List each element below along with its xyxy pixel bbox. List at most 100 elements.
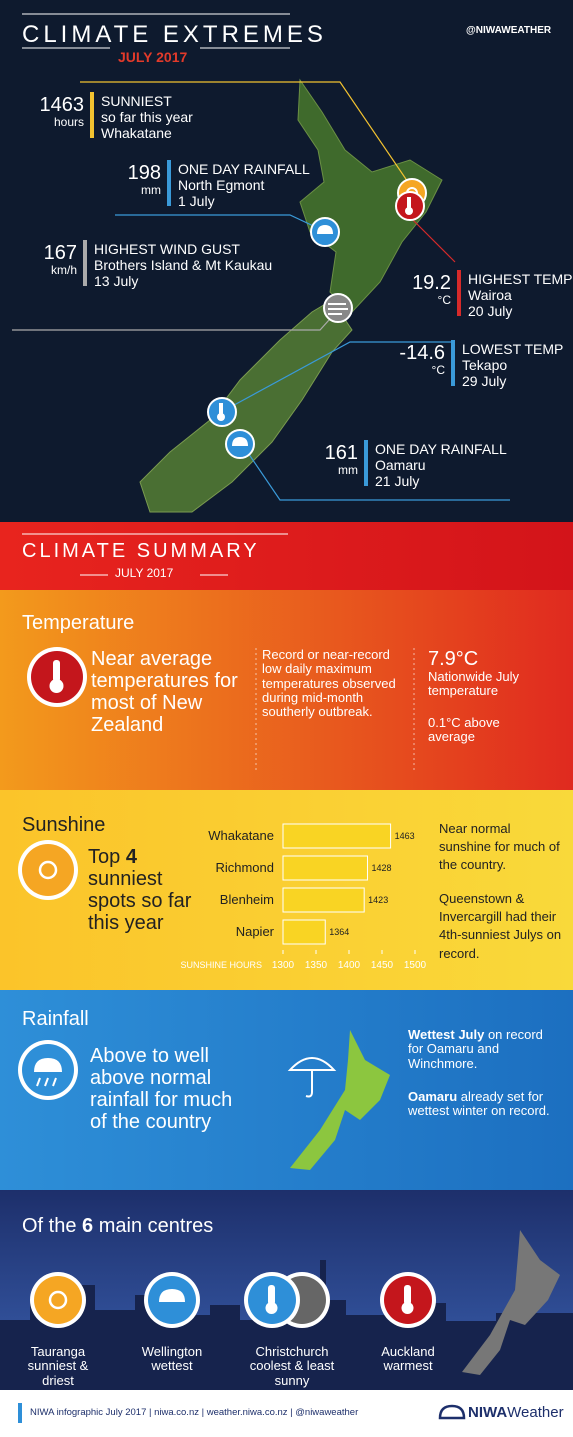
- sunshine-main: Top 4 sunniest spots so far this year: [88, 846, 198, 934]
- extreme-text: 29 July: [462, 373, 507, 389]
- extreme-text: Tekapo: [462, 357, 508, 373]
- centre-label: Christchurch coolest & least sunny: [249, 1344, 335, 1388]
- extreme-text: 13 July: [94, 273, 139, 289]
- value-label: 1364: [329, 927, 349, 937]
- x-tick-label: 1350: [305, 960, 328, 971]
- bar: [282, 919, 326, 945]
- temperature-stat: 7.9°C: [428, 648, 479, 670]
- extreme-text: ONE DAY RAINFALL: [375, 441, 507, 457]
- extreme-bar: [451, 340, 455, 386]
- centres-map: [462, 1230, 560, 1375]
- sunshine-chart: Whakatane 1463 Richmond 1428 Blenheim 1423 Nap…: [180, 823, 427, 971]
- x-axis-label: SUNSHINE HOURS: [180, 960, 262, 970]
- north-island: [297, 78, 443, 313]
- summary-title: CLIMATE SUMMARY: [22, 540, 260, 562]
- bar: [282, 887, 365, 913]
- map-bg: [0, 0, 573, 522]
- extreme-bar: [167, 160, 171, 206]
- centre-label: Wellington wettest: [141, 1344, 203, 1374]
- text: already set for wettest winter on record…: [408, 1089, 550, 1119]
- section-heading: Temperature: [22, 612, 135, 634]
- rain-map: [290, 1030, 390, 1170]
- footer-text: NIWA infographic July 2017 | niwa.co.nz …: [30, 1407, 359, 1418]
- value-label: 1463: [395, 831, 415, 841]
- extreme-value: 167: [43, 242, 77, 264]
- bar: [282, 823, 392, 849]
- text: Top: [88, 846, 121, 868]
- extreme-bar: [457, 270, 461, 316]
- umbrella-icon: [287, 1057, 337, 1098]
- extreme-unit: km/h: [50, 263, 77, 277]
- extreme-value: 198: [127, 162, 161, 184]
- extreme-unit: mm: [338, 463, 358, 477]
- extreme-bar: [83, 240, 87, 286]
- extreme-text: SUNNIEST: [101, 93, 172, 109]
- bar: [282, 855, 368, 881]
- centre-label: Auckland warmest: [381, 1344, 435, 1374]
- extreme-text: HIGHEST WIND GUST: [94, 241, 240, 257]
- rainfall-note: Oamaru already set for wettest winter on…: [408, 1089, 558, 1119]
- text: Weather: [507, 1404, 564, 1421]
- logo-icon: [438, 1404, 466, 1420]
- x-tick-label: 1300: [272, 960, 295, 971]
- rainfall-main: Above to well above normal rainfall for …: [90, 1045, 233, 1133]
- extreme-bar: [90, 92, 94, 138]
- text: 6: [82, 1215, 94, 1237]
- map-icons: [207, 178, 427, 459]
- text: Wettest July: [408, 1027, 485, 1042]
- extreme-value: 19.2: [412, 272, 451, 294]
- sunshine-note: Near normal sunshine for much of the cou…: [439, 821, 560, 873]
- category-label: Napier: [236, 924, 275, 939]
- category-label: Blenheim: [220, 892, 274, 907]
- extreme-text: 20 July: [468, 303, 513, 319]
- extreme-text: so far this year: [101, 109, 193, 125]
- section-heading: Sunshine: [22, 814, 106, 836]
- extreme-text: Wairoa: [468, 287, 512, 303]
- value-label: 1423: [368, 895, 388, 905]
- extreme-text: 21 July: [375, 473, 420, 489]
- extreme-unit: °C: [431, 363, 445, 377]
- south-island: [139, 299, 353, 513]
- subtitle: JULY 2017: [118, 49, 188, 65]
- leader-lines: [12, 81, 510, 501]
- skyline: [0, 1260, 573, 1390]
- title: CLIMATE EXTREMES: [22, 21, 327, 48]
- x-tick-label: 1450: [371, 960, 394, 971]
- extreme-unit: hours: [53, 115, 84, 129]
- text: Oamaru: [408, 1089, 458, 1104]
- extreme-text: Whakatane: [101, 125, 172, 141]
- extreme-text: Oamaru: [375, 457, 426, 473]
- extreme-unit: mm: [141, 183, 161, 197]
- temperature-section: [0, 590, 573, 790]
- x-tick-label: 1400: [338, 960, 361, 971]
- extreme-text: HIGHEST TEMP: [468, 271, 573, 287]
- centre-label: Tauranga sunniest & driest: [27, 1344, 89, 1388]
- category-label: Richmond: [215, 860, 274, 875]
- extreme-text: North Egmont: [178, 177, 265, 193]
- extreme-value: -14.6: [399, 342, 445, 364]
- temperature-main: Near average temperatures for most of Ne…: [91, 648, 238, 736]
- centres-heading: Of the 6 main centres: [22, 1215, 213, 1237]
- summary-band: [0, 522, 573, 590]
- text: main centres: [98, 1215, 214, 1237]
- extreme-text: Brothers Island & Mt Kaukau: [94, 257, 273, 273]
- rainfall-section: [0, 990, 573, 1190]
- footer-bg: [0, 1390, 573, 1437]
- value-label: 1428: [371, 863, 391, 873]
- x-tick-label: 1500: [404, 960, 427, 971]
- temperature-note: Record or near-record low daily maximum …: [262, 647, 396, 720]
- extreme-text: ONE DAY RAINFALL: [178, 161, 310, 177]
- section-heading: Rainfall: [22, 1008, 89, 1030]
- extreme-unit: °C: [437, 293, 451, 307]
- extreme-bar: [364, 440, 368, 486]
- extreme-value: 1463: [39, 94, 85, 116]
- rainfall-note: Wettest July on record for Oamaru and Wi…: [408, 1027, 558, 1071]
- summary-subtitle: JULY 2017: [115, 566, 174, 580]
- logo: NIWAWeather: [468, 1404, 564, 1422]
- extreme-text: 1 July: [178, 193, 215, 209]
- text: 4: [125, 846, 137, 868]
- temperature-anomaly: 0.1°C above average: [428, 715, 500, 745]
- text: on record for Oamaru and Winchmore.: [408, 1027, 543, 1071]
- text: NIWA: [468, 1404, 508, 1421]
